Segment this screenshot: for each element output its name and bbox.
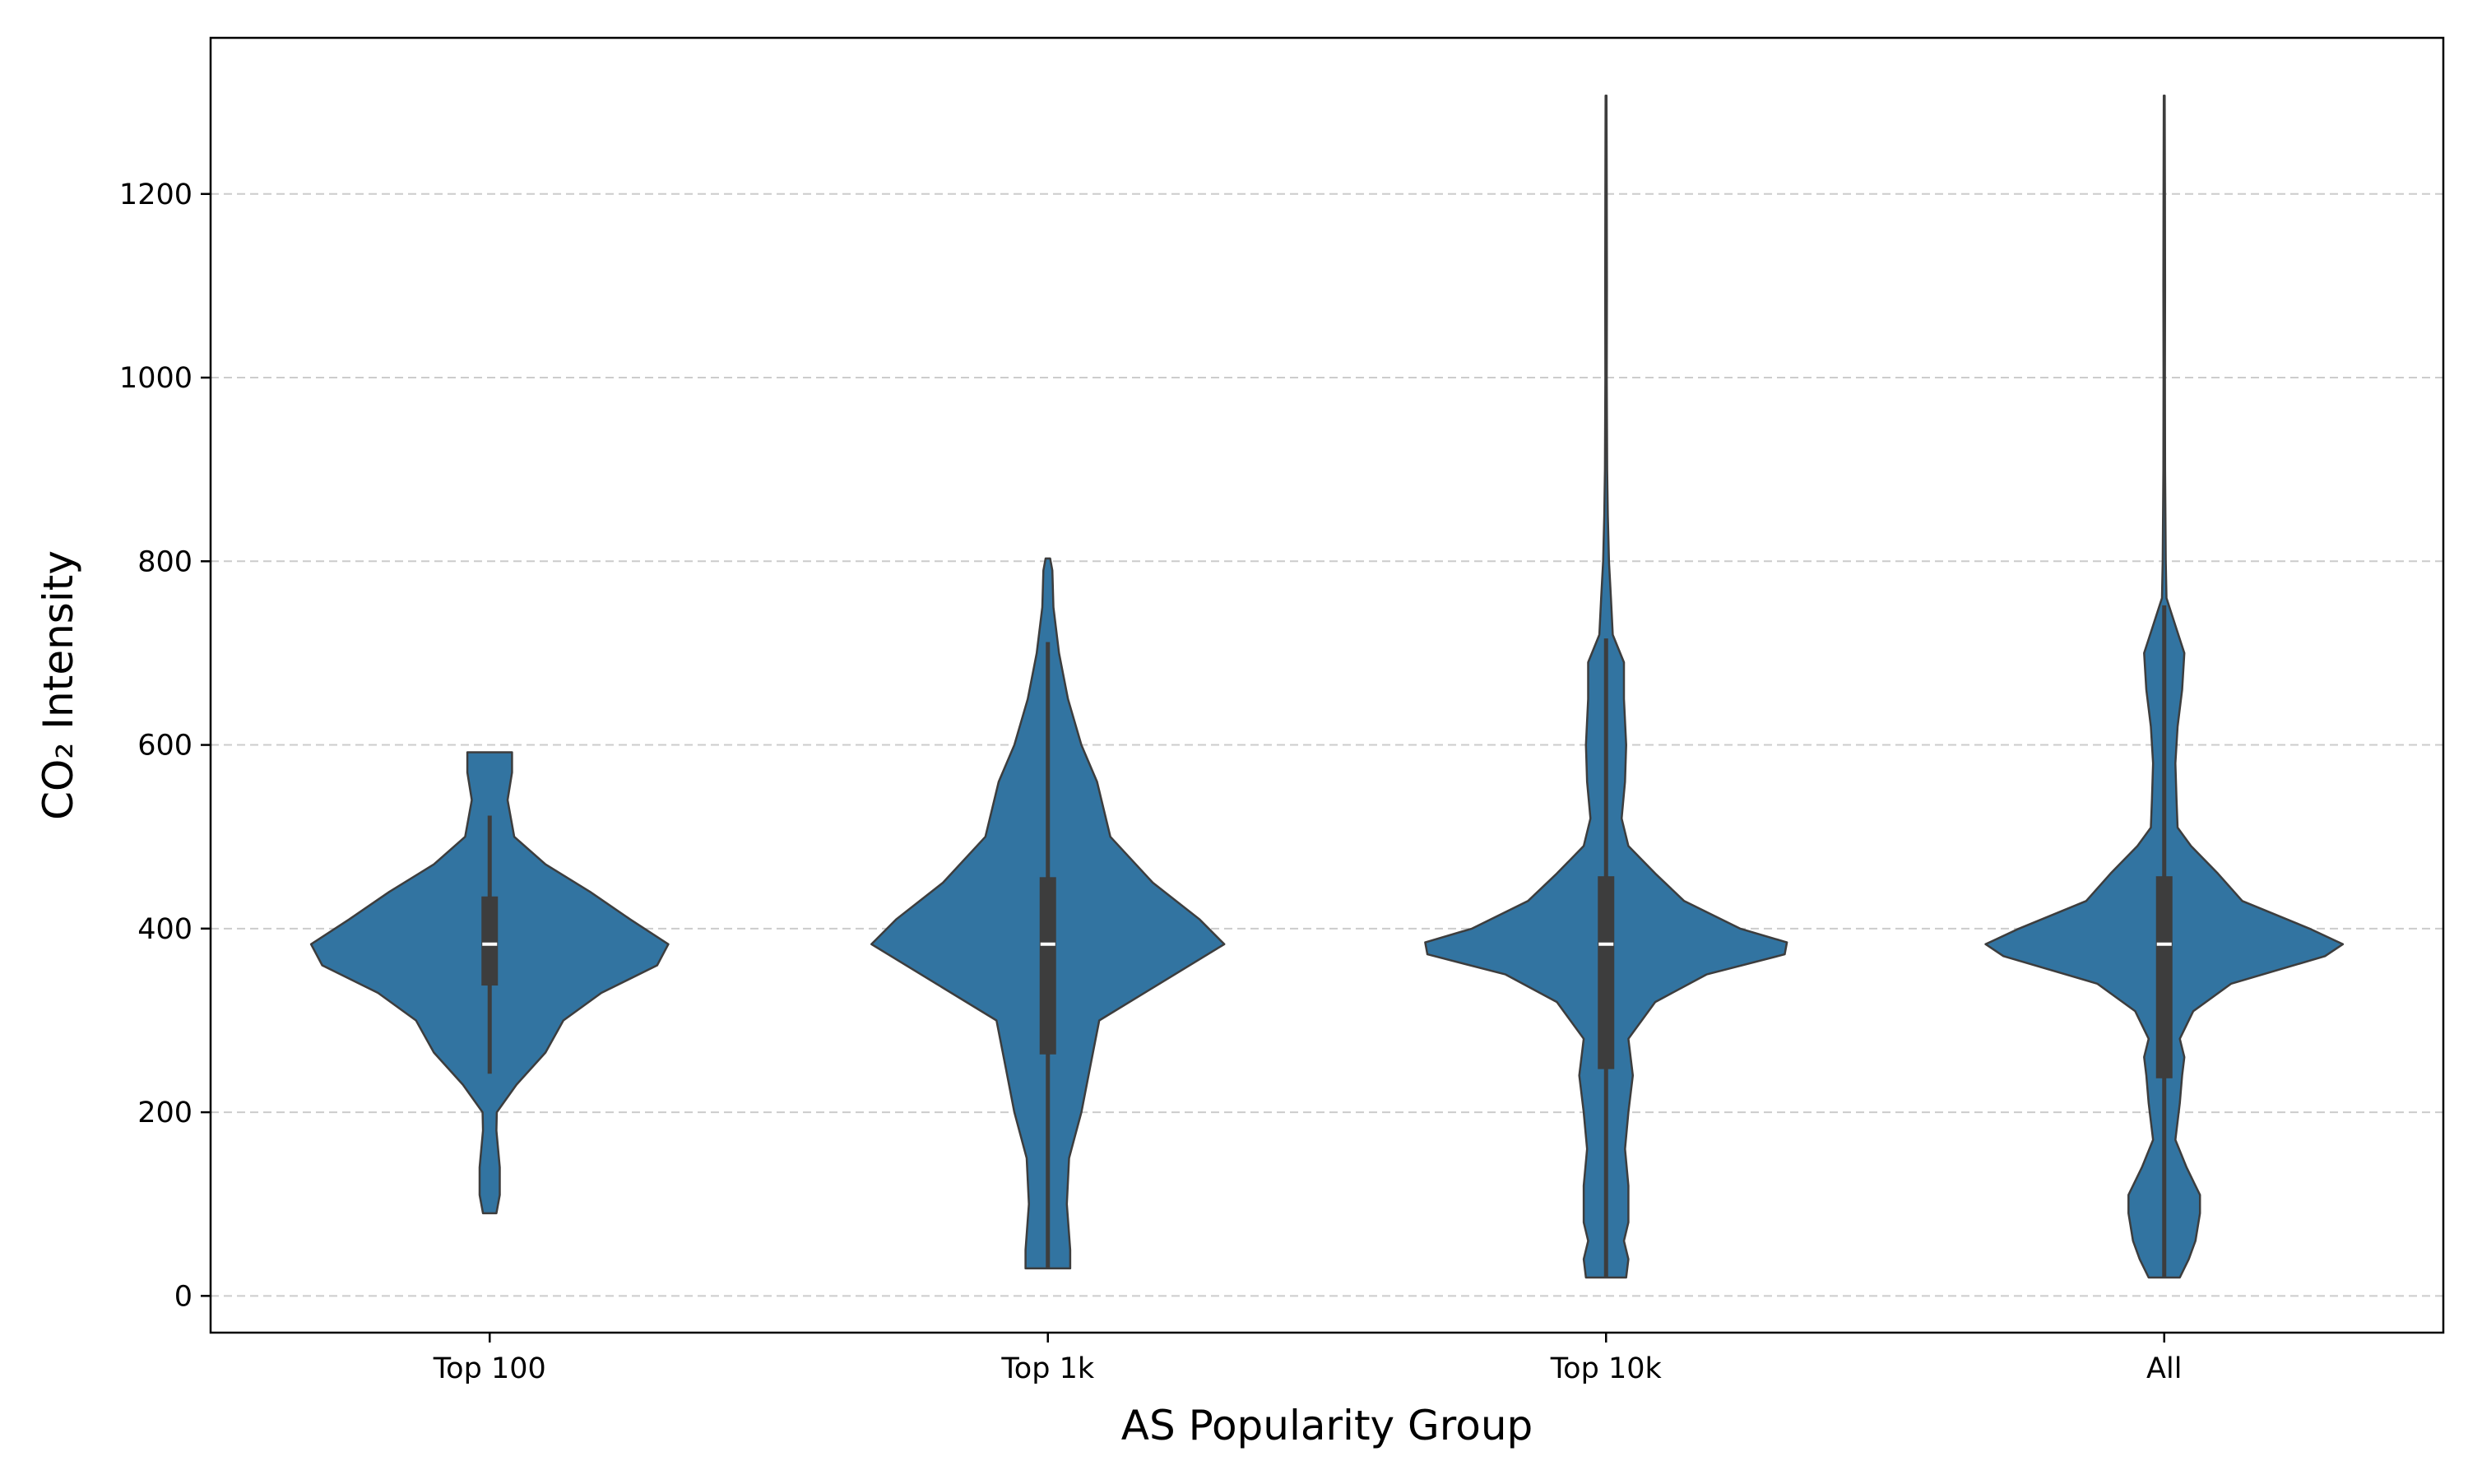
violin-iqr-box-0 [481, 896, 499, 986]
x-tick-label-1: Top 1k [1000, 1352, 1094, 1385]
y-axis-title: CO₂ Intensity [35, 550, 82, 820]
y-tick-label-1000: 1000 [119, 362, 193, 395]
violin-iqr-box-1 [1039, 877, 1056, 1055]
violin-group-3 [1984, 95, 2345, 1279]
plot-frame [209, 36, 2445, 1334]
grid-layer [211, 192, 2443, 1297]
violin-iqr-box-3 [2155, 876, 2173, 1078]
violin-group-0 [309, 751, 670, 1215]
violin-layer [309, 95, 2345, 1279]
x-tick-label-2: Top 10k [1550, 1352, 1663, 1385]
y-tick-label-1200: 1200 [119, 179, 193, 211]
x-tick-label-0: Top 100 [433, 1352, 546, 1385]
y-tick-label-600: 600 [137, 730, 193, 763]
y-tick-label-0: 0 [174, 1280, 193, 1313]
y-tick-label-800: 800 [137, 545, 193, 578]
violin-group-2 [1424, 95, 1788, 1279]
x-axis-title: AS Popularity Group [1121, 1402, 1533, 1449]
violin-group-1 [870, 557, 1226, 1270]
x-tick-label-3: All [2146, 1352, 2182, 1385]
axis-layer: 0 200 400 600 800 1000 1200 Top 100 Top 1k Top 10… [119, 179, 2183, 1385]
y-tick-label-200: 200 [137, 1097, 193, 1129]
y-tick-label-400: 400 [137, 913, 193, 946]
violin-iqr-box-2 [1598, 876, 1615, 1069]
